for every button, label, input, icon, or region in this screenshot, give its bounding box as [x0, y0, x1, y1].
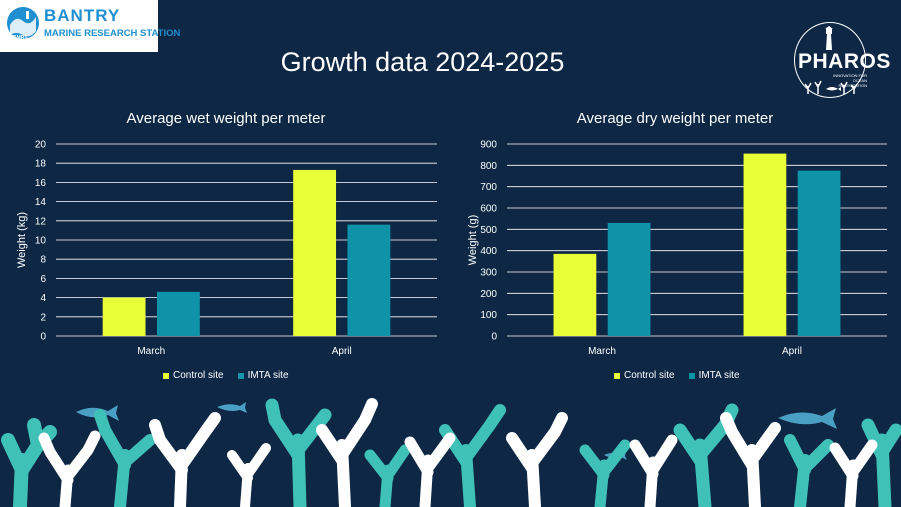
bantry-wave-icon — [7, 7, 39, 39]
y-tick-label: 2 — [40, 312, 46, 323]
chart-title-wet: Average wet weight per meter — [126, 110, 326, 127]
y-tick-label: 200 — [480, 289, 497, 300]
bar-imta-march — [607, 222, 651, 336]
y-tick-label: 100 — [480, 310, 497, 321]
bantry-badge: BMRS — [13, 35, 28, 41]
y-tick-label: 8 — [40, 255, 46, 266]
y-tick-label: 400 — [480, 246, 497, 257]
legend-swatch-control — [163, 372, 169, 379]
lighthouse-icon — [825, 26, 833, 50]
legend-wet: Control site IMTA site — [163, 370, 289, 381]
bar-imta-april — [797, 170, 841, 336]
y-tick-label: 10 — [35, 236, 47, 247]
y-tick-label: 18 — [35, 159, 47, 170]
legend-item-control: Control site — [163, 370, 224, 381]
bar-control-april — [293, 169, 337, 336]
legend-swatch-imta — [688, 372, 695, 379]
bar-control-march — [553, 253, 597, 336]
bar-control-march — [102, 297, 146, 336]
y-tick-label: 12 — [35, 216, 47, 227]
legend-label-control: Control site — [173, 370, 224, 381]
legend-dry: Control site IMTA site — [614, 370, 740, 381]
legend-swatch-imta — [237, 372, 244, 379]
pharos-coral-icon — [804, 80, 858, 94]
y-axis-label: Weight (kg) — [16, 212, 28, 268]
fish-icon — [217, 402, 247, 413]
bantry-logo: BMRS BANTRY MARINE RESEARCH STATION — [0, 0, 180, 52]
dry-weight-chart: 0 100 200 300 400 500 600 700 800 900 Weight (g) Ma… — [467, 140, 887, 357]
y-tick-label: 6 — [40, 274, 46, 285]
pharos-wordmark: PHAROS — [798, 50, 891, 73]
bantry-logo-line2: MARINE RESEARCH STATION — [44, 28, 181, 39]
x-tick-label: March — [137, 346, 165, 357]
y-tick-label: 700 — [480, 182, 497, 193]
bar-imta-april — [347, 224, 391, 336]
legend-label-imta: IMTA site — [698, 370, 740, 381]
y-tick-label: 4 — [40, 293, 46, 304]
y-tick-label: 500 — [480, 225, 497, 236]
pharos-tagline: INNOVATION FOR OCEAN RESTORATION — [833, 73, 867, 88]
fish-icon — [778, 408, 837, 429]
pharos-logo: PHAROS INNOVATION FOR OCEAN RESTORATION — [786, 22, 892, 100]
y-tick-label: 0 — [491, 332, 497, 343]
y-tick-label: 600 — [480, 204, 497, 215]
page-title: Growth data 2024-2025 — [280, 47, 565, 77]
legend-swatch-control — [614, 372, 620, 379]
bar-imta-march — [156, 291, 200, 336]
y-tick-label: 0 — [40, 332, 46, 343]
legend-item-imta: IMTA site — [688, 370, 740, 381]
x-tick-label: April — [782, 346, 802, 357]
y-axis-label: Weight (g) — [467, 215, 479, 266]
legend-item-imta: IMTA site — [237, 370, 289, 381]
wet-weight-chart: 0 2 4 6 8 10 12 14 16 18 20 Weight (kg) March April — [16, 140, 437, 357]
bar-control-april — [743, 153, 787, 336]
pharos-ring — [794, 22, 866, 98]
y-tick-label: 20 — [35, 140, 47, 151]
y-tick-label: 300 — [480, 268, 497, 279]
y-tick-label: 900 — [480, 140, 497, 151]
y-tick-label: 16 — [35, 178, 47, 189]
y-tick-label: 14 — [35, 197, 47, 208]
teal-coral-group — [1, 398, 901, 507]
legend-label-control: Control site — [624, 370, 675, 381]
chart-title-dry: Average dry weight per meter — [576, 110, 774, 127]
x-tick-label: April — [332, 346, 352, 357]
legend-label-imta: IMTA site — [247, 370, 289, 381]
white-coral-group — [38, 398, 878, 507]
x-tick-label: March — [588, 346, 616, 357]
y-tick-label: 800 — [480, 161, 497, 172]
bantry-logo-line1: BANTRY — [44, 6, 121, 25]
legend-item-control: Control site — [614, 370, 675, 381]
